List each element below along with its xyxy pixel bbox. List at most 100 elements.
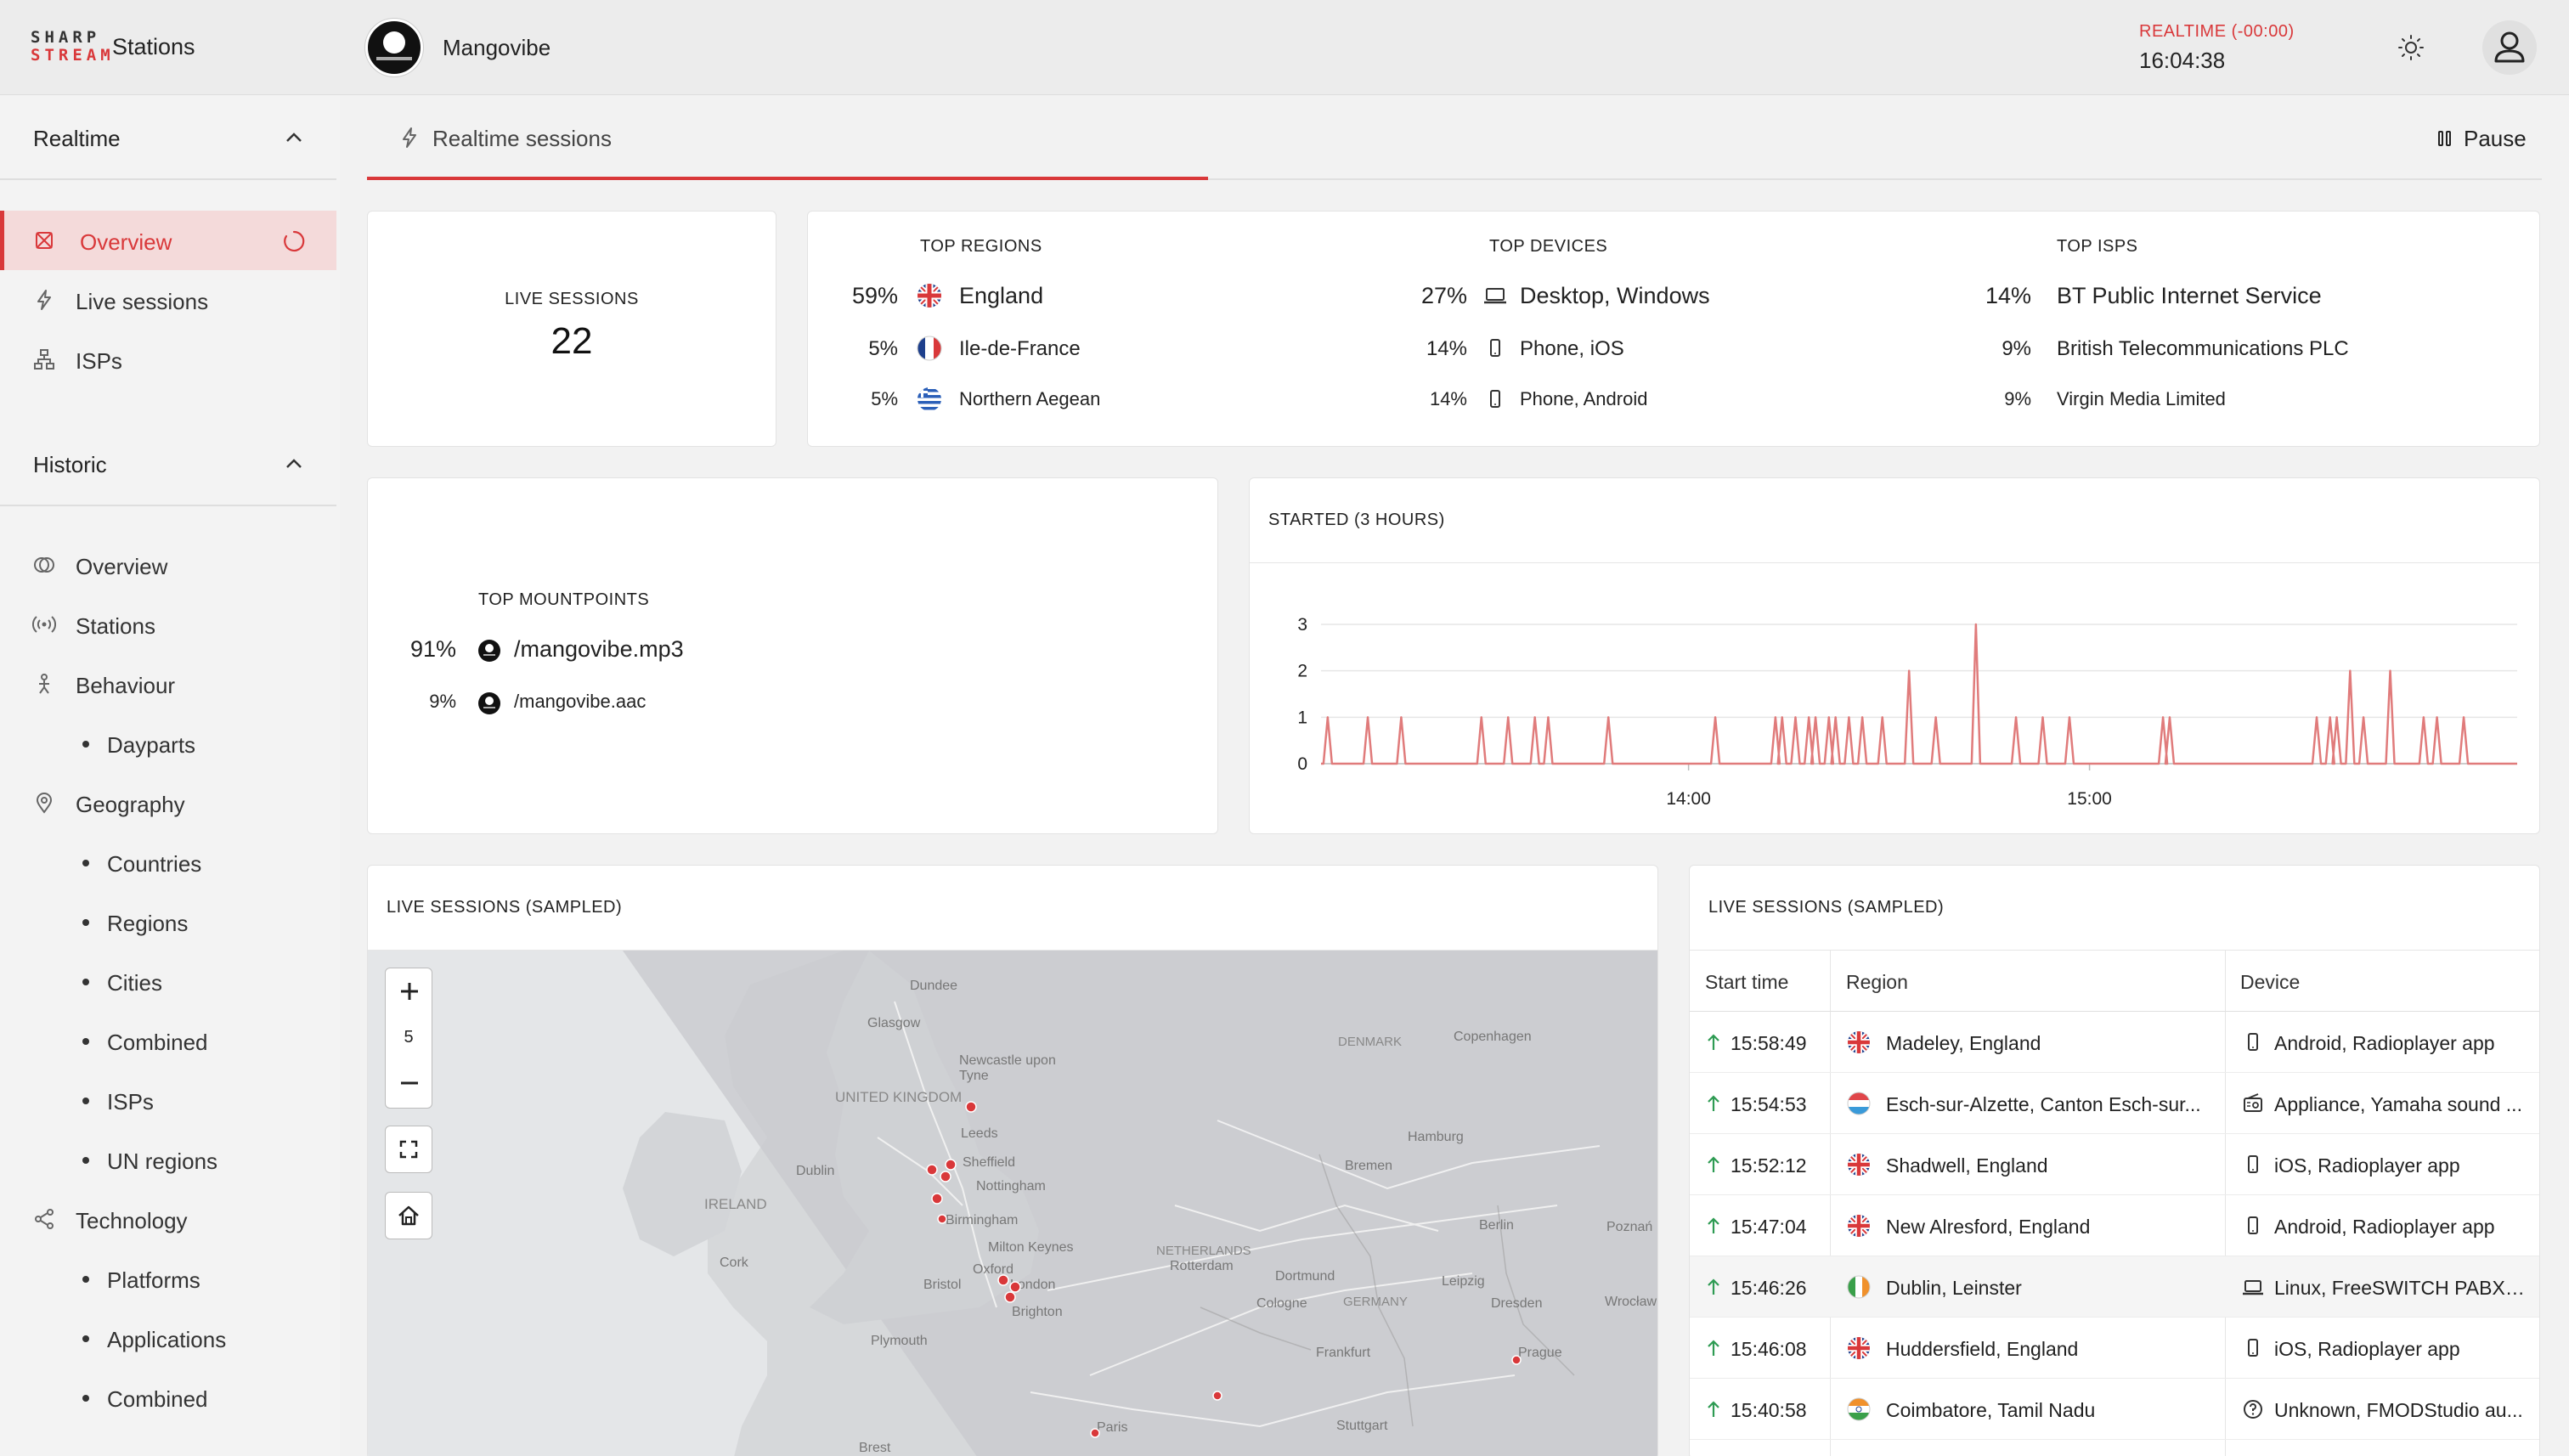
mountpoint-name: /mangovibe.mp3: [514, 636, 684, 662]
zoom-in-button[interactable]: [386, 968, 432, 1014]
arrow-up-icon: [1708, 1278, 1719, 1295]
logo-line-2: STREAM: [31, 46, 115, 65]
session-region: Shadwell, England: [1886, 1154, 2048, 1177]
table-row[interactable]: 15:58:49 Madeley, England Android, Radiopl…: [1690, 1012, 2539, 1073]
svg-text:Milton Keynes: Milton Keynes: [988, 1240, 1074, 1255]
session-start-time: 15:54:53: [1731, 1093, 1807, 1115]
sidebar-item-behaviour[interactable]: Behaviour: [0, 654, 336, 714]
pause-button[interactable]: Pause: [2431, 121, 2542, 158]
fullscreen-button[interactable]: [385, 1126, 432, 1173]
flag-gb-icon: [1848, 1215, 1870, 1237]
bullet-icon: [82, 1098, 89, 1104]
column-header-start-time[interactable]: Start time: [1705, 971, 1789, 993]
top-isps-caption: TOP ISPS: [2057, 237, 2138, 256]
svg-text:Prague: Prague: [1518, 1346, 1562, 1360]
bullet-icon: [82, 1276, 89, 1283]
svg-text:Dundee: Dundee: [910, 979, 957, 993]
table-row[interactable]: 15:54:53 Esch-sur-Alzette, Canton Esch-su…: [1690, 1073, 2539, 1134]
sidebar-subitem-cities[interactable]: Cities: [0, 951, 336, 1011]
live-sessions-card: LIVE SESSIONS 22: [367, 211, 776, 447]
theme-toggle-button[interactable]: [2394, 31, 2428, 65]
top-region-row: 59% England: [808, 281, 1369, 315]
sharpstream-logo[interactable]: SHARP STREAM: [31, 29, 115, 66]
session-region: Esch-sur-Alzette, Canton Esch-sur...: [1886, 1093, 2201, 1115]
plus-icon: [401, 983, 418, 1000]
reset-view-button[interactable]: [385, 1192, 432, 1239]
svg-text:Oxford: Oxford: [973, 1262, 1013, 1277]
top-device-row: 27% Desktop, Windows: [1377, 281, 1938, 315]
isp-pct: 14%: [1985, 283, 2031, 308]
phone-icon: [2248, 1339, 2258, 1357]
session-start-time: 15:46:08: [1731, 1338, 1807, 1360]
svg-text:Brest: Brest: [859, 1441, 891, 1455]
device-name: Phone, Android: [1520, 388, 1648, 409]
sidebar-subitem-tech-combined[interactable]: Combined: [0, 1368, 336, 1427]
device-pct: 14%: [1426, 337, 1467, 360]
historic-section-header[interactable]: Historic: [0, 421, 336, 506]
started-line-chart[interactable]: 0 1 2 3 14:00 15:00: [1250, 563, 2541, 835]
sessions-map[interactable]: Dundee Glasgow Newcastle upon Tyne UNITE…: [368, 951, 1657, 1456]
svg-text:Leipzig: Leipzig: [1442, 1274, 1485, 1289]
sidebar-subitem-applications[interactable]: Applications: [0, 1308, 336, 1368]
live-sessions-count: 22: [550, 320, 593, 362]
chevron-up-icon: [286, 133, 302, 142]
svg-text:Stuttgart: Stuttgart: [1336, 1419, 1388, 1433]
sidebar-subitem-countries[interactable]: Countries: [0, 832, 336, 892]
user-menu-button[interactable]: [2482, 20, 2537, 75]
tab-realtime-sessions[interactable]: Realtime sessions: [367, 104, 1208, 180]
station-name[interactable]: Mangovibe: [443, 35, 551, 60]
sidebar-subitem-dayparts[interactable]: Dayparts: [0, 714, 336, 773]
table-row[interactable]: 15:46:26 Dublin, Leinster Linux, FreeSWITC…: [1690, 1256, 2539, 1318]
sidebar-item-geography[interactable]: Geography: [0, 773, 336, 832]
sidebar-item-stations[interactable]: Stations: [0, 595, 336, 654]
sidebar-item-label: ISPs: [76, 348, 122, 374]
sidebar-subitem-un-regions[interactable]: UN regions: [0, 1130, 336, 1189]
zoom-out-button[interactable]: [386, 1060, 432, 1106]
bullet-icon: [82, 919, 89, 926]
historic-section-title: Historic: [33, 452, 107, 477]
top-isp-row: 14% BT Public Internet Service: [1946, 281, 2507, 315]
sidebar-item-realtime-isps[interactable]: ISPs: [0, 330, 336, 389]
radio-icon: [2244, 1093, 2262, 1112]
session-device: Unknown, FMODStudio au...: [2274, 1399, 2523, 1421]
column-divider: [1830, 951, 1831, 1456]
table-row[interactable]: 15:46:08 Huddersfield, England iOS, Radiop…: [1690, 1318, 2539, 1379]
broadcast-icon: [32, 616, 56, 633]
device-name: Phone, iOS: [1520, 337, 1624, 360]
table-row[interactable]: 15:52:12 Shadwell, England iOS, Radioplaye…: [1690, 1134, 2539, 1195]
svg-text:Dortmund: Dortmund: [1275, 1269, 1335, 1284]
sidebar-subitem-geo-combined[interactable]: Combined: [0, 1011, 336, 1070]
sidebar-item-technology[interactable]: Technology: [0, 1189, 336, 1249]
sidebar-subitem-platforms[interactable]: Platforms: [0, 1249, 336, 1308]
mountpoint-row: 9% /mangovibe.aac: [368, 687, 1132, 721]
sidebar-subitem-regions[interactable]: Regions: [0, 892, 336, 951]
table-row[interactable]: 15:47:04 New Alresford, England Android, R…: [1690, 1195, 2539, 1256]
svg-text:Berlin: Berlin: [1479, 1218, 1514, 1233]
y-tick-label: 2: [1297, 662, 1307, 681]
station-avatar[interactable]: [365, 19, 423, 76]
realtime-section-header[interactable]: Realtime: [0, 95, 336, 180]
sidebar-item-realtime-overview[interactable]: Overview: [0, 211, 336, 270]
sidebar-item-live-sessions[interactable]: Live sessions: [0, 270, 336, 330]
sidebar-subitem-isps[interactable]: ISPs: [0, 1070, 336, 1130]
sidebar-item-label: Dayparts: [107, 732, 196, 758]
top-isp-row: 9% Virgin Media Limited: [1946, 385, 2507, 419]
svg-text:Tyne: Tyne: [959, 1069, 989, 1083]
table-row[interactable]: 15:40:58 Coimbatore, Tamil Nadu Unknown, F…: [1690, 1379, 2539, 1440]
top-devices-column: TOP DEVICES 27% Desktop, Windows 14% Pho…: [1377, 212, 1938, 448]
realtime-offset-label: REALTIME (-00:00): [2139, 22, 2295, 41]
minus-icon: [401, 1081, 418, 1085]
bolt-icon: [403, 127, 416, 148]
session-region: Huddersfield, England: [1886, 1338, 2079, 1360]
column-header-device[interactable]: Device: [2240, 971, 2301, 993]
svg-text:Newcastle upon: Newcastle upon: [959, 1053, 1056, 1068]
column-header-region[interactable]: Region: [1846, 971, 1908, 993]
svg-text:Poznań: Poznań: [1606, 1220, 1652, 1234]
sidebar-item-historic-overview[interactable]: Overview: [0, 535, 336, 595]
top-region-row: 5% Ile-de-France: [808, 334, 1369, 368]
header-title[interactable]: Stations: [112, 34, 195, 59]
pause-label: Pause: [2464, 126, 2527, 151]
flag-gb-icon: [1848, 1154, 1870, 1176]
sidebar-item-label: ISPs: [107, 1089, 154, 1115]
mountpoint-row: 91% /mangovibe.mp3: [368, 635, 1132, 669]
